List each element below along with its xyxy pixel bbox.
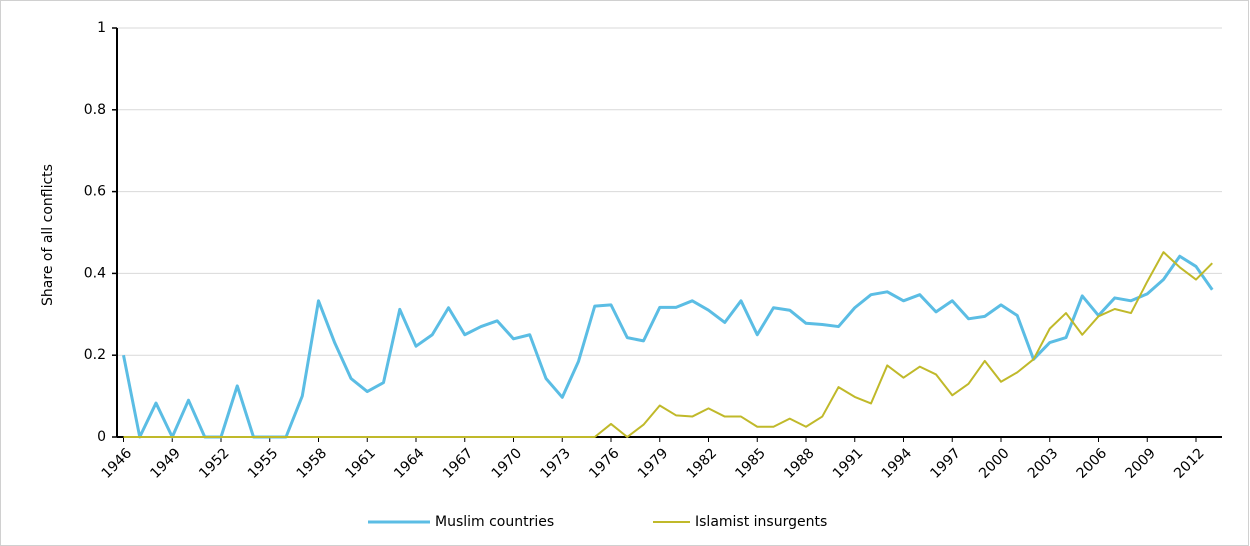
- y-tick-label: 0.4: [84, 265, 106, 281]
- x-tick-label: 1976: [586, 445, 623, 482]
- x-tick-label: 1946: [99, 445, 136, 482]
- x-tick-label: 1979: [635, 445, 672, 482]
- x-tick-label: 1994: [879, 445, 916, 482]
- x-tick-label: 1949: [147, 445, 184, 482]
- x-tick-label: 1988: [781, 445, 818, 482]
- y-tick-label: 1: [97, 20, 106, 36]
- legend-label: Islamist insurgents: [695, 514, 827, 530]
- y-tick-label: 0.6: [84, 184, 106, 200]
- y-axis-label: Share of all conflicts: [40, 164, 56, 306]
- x-tick-label: 1955: [245, 445, 282, 482]
- x-tick-label: 1958: [294, 445, 331, 482]
- x-tick-label: 1991: [830, 445, 867, 482]
- legend-label: Muslim countries: [435, 514, 554, 530]
- x-tick-label: 1964: [391, 445, 428, 482]
- x-tick-label: 2003: [1025, 445, 1062, 482]
- x-tick-label: 2000: [976, 445, 1013, 482]
- x-tick-label: 1985: [732, 445, 769, 482]
- x-tick-label: 1982: [684, 445, 721, 482]
- x-tick-label: 1997: [927, 445, 964, 482]
- x-tick-label: 1970: [489, 445, 526, 482]
- x-tick-label: 2009: [1122, 445, 1159, 482]
- series-line: [123, 251, 1213, 438]
- x-tick-label: 2012: [1171, 445, 1208, 482]
- x-tick-label: 1961: [342, 445, 379, 482]
- x-tick-label: 1967: [440, 445, 477, 482]
- series-line: [122, 254, 1214, 439]
- x-tick-label: 1973: [537, 445, 574, 482]
- y-tick-label: 0.8: [84, 102, 106, 118]
- y-tick-label: 0.2: [84, 347, 106, 363]
- x-tick-label: 1952: [196, 445, 233, 482]
- y-tick-label: 0: [97, 429, 106, 445]
- x-tick-label: 2006: [1074, 445, 1111, 482]
